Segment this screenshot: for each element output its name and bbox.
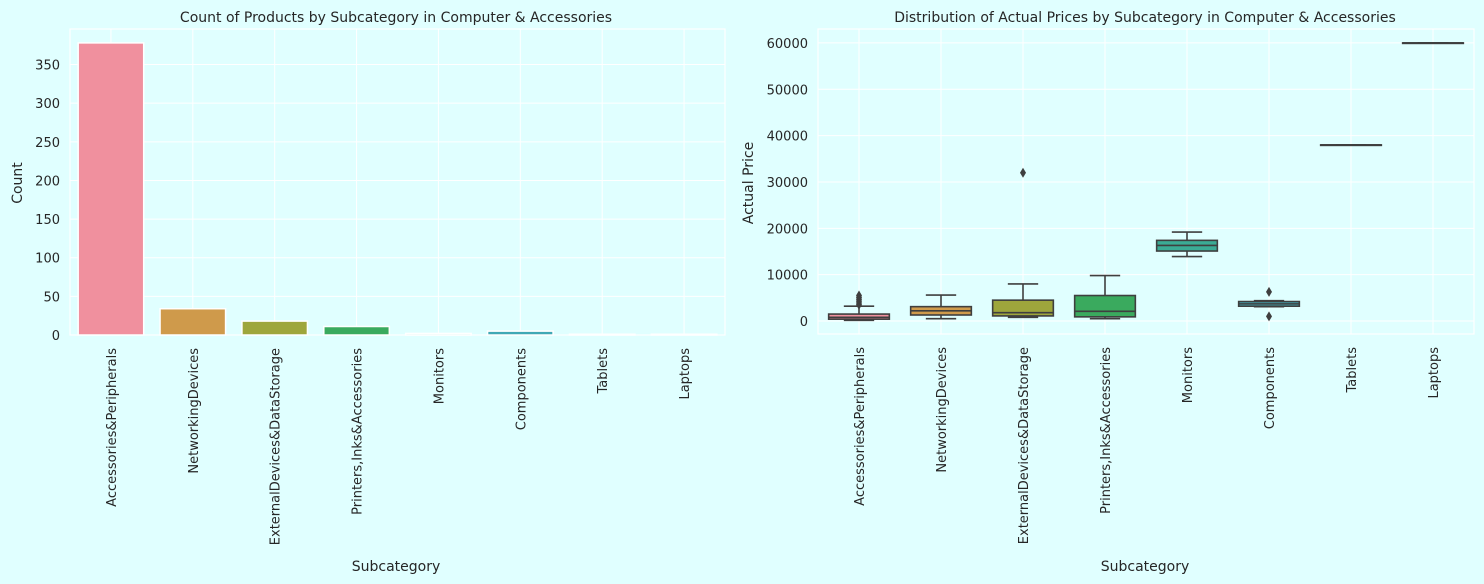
right-x-tick-externaldevices-datastorage: ExternalDevices&DataStorage xyxy=(1017,347,1032,544)
box-outlier xyxy=(1266,286,1272,297)
left-y-tick-label: 50 xyxy=(43,290,60,305)
right-y-axis-label: Actual Price xyxy=(741,142,757,224)
left-x-tick-components: Components xyxy=(514,348,529,430)
box-printers-inks-accessories xyxy=(1073,274,1137,320)
left-x-tick-monitors: Monitors xyxy=(432,348,447,404)
left-x-tick-tablets: Tablets xyxy=(596,348,611,395)
box-laptops xyxy=(1401,42,1465,45)
right-x-tick-networkingdevices: NetworkingDevices xyxy=(935,347,950,473)
left-y-tick-label: 150 xyxy=(35,213,60,228)
bar-accessories-peripherals xyxy=(77,42,145,336)
box-outlier xyxy=(1266,311,1272,322)
left-y-tick-label: 250 xyxy=(35,136,60,151)
right-y-tick-label: 30000 xyxy=(767,176,808,191)
left-chart-title: Count of Products by Subcategory in Comp… xyxy=(180,10,612,26)
right-y-tick-label: 0 xyxy=(800,315,808,330)
bar-monitors xyxy=(404,332,472,336)
left-bars xyxy=(77,42,718,336)
right-y-tick-label: 20000 xyxy=(767,222,808,237)
bar-components xyxy=(486,330,554,336)
left-y-tick-label: 100 xyxy=(35,252,60,267)
box-body xyxy=(1073,294,1137,318)
price-box-chart: Distribution of Actual Prices by Subcate… xyxy=(741,10,1475,575)
right-chart-title: Distribution of Actual Prices by Subcate… xyxy=(894,10,1396,26)
box-monitors xyxy=(1155,231,1219,258)
right-x-tick-components: Components xyxy=(1263,347,1278,429)
left-y-tick-label: 0 xyxy=(52,329,60,344)
left-x-tick-laptops: Laptops xyxy=(678,348,693,400)
left-x-tick-accessories-peripherals: Accessories&Peripherals xyxy=(105,348,120,507)
right-y-tick-label: 10000 xyxy=(767,269,808,284)
right-boxes xyxy=(827,42,1465,322)
right-x-axis-label: Subcategory xyxy=(1101,559,1190,575)
box-body xyxy=(991,299,1055,317)
box-networkingdevices xyxy=(909,294,973,320)
box-tablets xyxy=(1319,144,1383,147)
box-externaldevices-datastorage xyxy=(991,167,1055,319)
right-x-tick-accessories-peripherals: Accessories&Peripherals xyxy=(853,347,868,506)
bar-externaldevices-datastorage xyxy=(241,320,309,336)
right-y-tick-labels: 0 10000 20000 30000 40000 50000 60000 xyxy=(767,37,808,330)
right-y-tick-label: 60000 xyxy=(767,37,808,52)
left-y-axis-label: Count xyxy=(10,162,26,204)
left-x-tick-externaldevices-datastorage: ExternalDevices&DataStorage xyxy=(269,348,284,545)
box-outlier xyxy=(1020,167,1026,178)
right-x-tick-monitors: Monitors xyxy=(1181,347,1196,403)
right-x-tick-labels: Accessories&Peripherals NetworkingDevices… xyxy=(853,347,1442,544)
left-x-tick-labels: Accessories&Peripherals NetworkingDevices… xyxy=(105,348,693,545)
left-plot-frame xyxy=(69,28,726,336)
left-y-tick-label: 300 xyxy=(35,97,60,112)
right-y-tick-label: 40000 xyxy=(767,130,808,145)
left-y-tick-label: 200 xyxy=(35,174,60,189)
bar-printers-inks-accessories xyxy=(323,325,391,336)
right-x-tick-printers-inks-accessories: Printers,Inks&Accessories xyxy=(1099,347,1114,514)
left-x-tick-networkingdevices: NetworkingDevices xyxy=(187,348,202,474)
left-y-tick-label: 350 xyxy=(35,59,60,74)
bar-networkingdevices xyxy=(159,307,227,336)
box-accessories-peripherals xyxy=(827,290,891,322)
left-y-tick-labels: 0 50 100 150 200 250 300 350 xyxy=(35,59,60,344)
count-bar-chart: Count of Products by Subcategory in Comp… xyxy=(10,10,726,575)
left-gridlines xyxy=(69,28,726,336)
bar-laptops xyxy=(650,333,718,336)
right-x-tick-laptops: Laptops xyxy=(1427,347,1442,399)
bar-tablets xyxy=(568,333,636,336)
left-x-axis-label: Subcategory xyxy=(352,559,441,575)
right-gridlines xyxy=(817,28,1475,335)
left-x-tick-printers-inks-accessories: Printers,Inks&Accessories xyxy=(351,348,366,515)
box-components xyxy=(1237,286,1301,322)
right-plot-frame xyxy=(817,28,1475,335)
right-y-tick-label: 50000 xyxy=(767,83,808,98)
box-outlier xyxy=(856,290,862,301)
right-x-tick-tablets: Tablets xyxy=(1345,347,1360,394)
